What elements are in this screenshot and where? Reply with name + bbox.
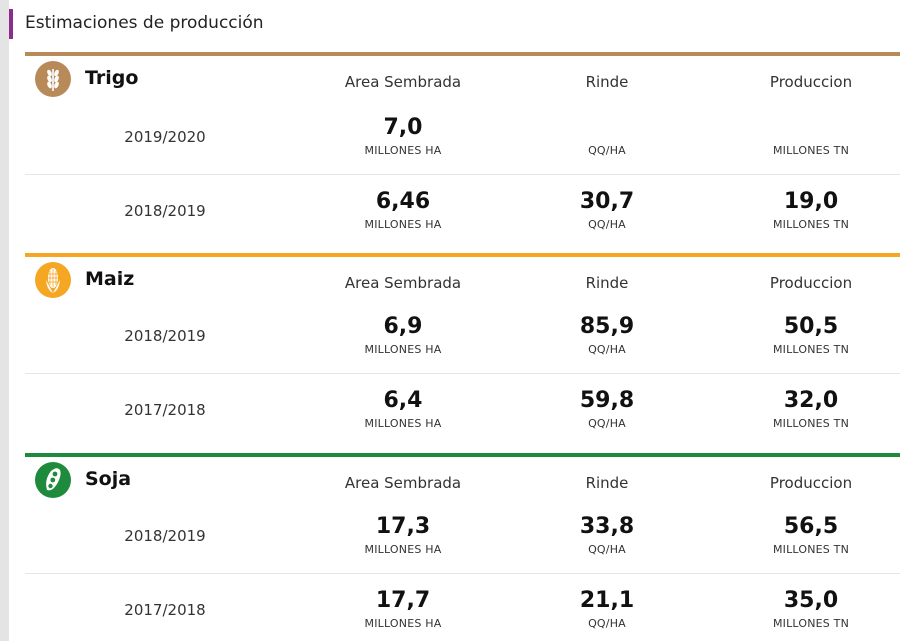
section-accent-line <box>25 253 900 257</box>
rinde-unit: QQ/HA <box>588 543 626 556</box>
area-cell: 17,7 MILLONES HA <box>313 587 493 630</box>
column-header-area: Area Sembrada <box>344 73 462 91</box>
table-row: 2017/2018 6,4 MILLONES HA 59,8 QQ/HA 32,… <box>25 373 900 447</box>
rinde-value: 30,7 <box>579 189 635 214</box>
area-unit: MILLONES HA <box>364 543 442 556</box>
column-header-rinde: Rinde <box>585 274 629 292</box>
area-value: 6,46 <box>375 189 431 214</box>
rinde-unit: QQ/HA <box>588 218 626 231</box>
rinde-value: 21,1 <box>579 588 635 613</box>
produccion-cell: 50,5 MILLONES TN <box>721 313 900 356</box>
section-accent-line <box>25 453 900 457</box>
produccion-value: 19,0 <box>783 189 839 214</box>
season-label: 2018/2019 <box>124 527 206 545</box>
area-value: 17,3 <box>375 514 431 539</box>
rinde-value: 85,9 <box>579 314 635 339</box>
season-label: 2019/2020 <box>124 128 206 146</box>
rinde-value: 33,8 <box>579 514 635 539</box>
produccion-unit: MILLONES TN <box>772 218 850 231</box>
rinde-cell: 85,9 QQ/HA <box>517 313 697 356</box>
area-cell: 7,0 MILLONES HA <box>313 114 493 157</box>
table-row: 2017/2018 17,7 MILLONES HA 21,1 QQ/HA 35… <box>25 573 900 641</box>
season-label: 2017/2018 <box>124 401 206 419</box>
left-gutter <box>0 0 9 641</box>
corn-icon <box>35 262 71 298</box>
area-unit: MILLONES HA <box>364 617 442 630</box>
column-header-rinde: Rinde <box>585 474 629 492</box>
crop-section-soja: Soja Area Sembrada Rinde Produccion 2018… <box>25 453 900 641</box>
column-header-produccion: Produccion <box>769 474 853 492</box>
section-accent-line <box>25 52 900 56</box>
produccion-unit: MILLONES TN <box>772 343 850 356</box>
crop-name: Soja <box>85 468 132 490</box>
rinde-unit: QQ/HA <box>588 617 626 630</box>
rinde-cell: 21,1 QQ/HA <box>517 587 697 630</box>
area-value: 7,0 <box>383 115 423 140</box>
produccion-cell: 56,5 MILLONES TN <box>721 513 900 556</box>
produccion-cell: 35,0 MILLONES TN <box>721 587 900 630</box>
produccion-unit: MILLONES TN <box>772 617 850 630</box>
produccion-unit: MILLONES TN <box>772 543 850 556</box>
area-cell: 6,46 MILLONES HA <box>313 188 493 231</box>
produccion-cell: 32,0 MILLONES TN <box>721 387 900 430</box>
area-unit: MILLONES HA <box>364 218 442 231</box>
table-row: 2018/2019 17,3 MILLONES HA 33,8 QQ/HA 56… <box>25 499 900 573</box>
produccion-value: 35,0 <box>783 588 839 613</box>
produccion-unit: MILLONES TN <box>772 417 850 430</box>
season-label: 2017/2018 <box>124 601 206 619</box>
area-cell: 17,3 MILLONES HA <box>313 513 493 556</box>
table-row: 2018/2019 6,46 MILLONES HA 30,7 QQ/HA 19… <box>25 174 900 248</box>
crop-section-trigo: Trigo Area Sembrada Rinde Produccion 201… <box>25 52 900 254</box>
rinde-cell: 59,8 QQ/HA <box>517 387 697 430</box>
table-row: 2018/2019 6,9 MILLONES HA 85,9 QQ/HA 50,… <box>25 299 900 373</box>
column-header-produccion: Produccion <box>769 274 853 292</box>
wheat-icon <box>35 61 71 97</box>
area-unit: MILLONES HA <box>364 144 442 157</box>
column-header-rinde: Rinde <box>585 73 629 91</box>
row-divider <box>25 174 900 175</box>
area-cell: 6,4 MILLONES HA <box>313 387 493 430</box>
column-header-area: Area Sembrada <box>344 474 462 492</box>
rinde-value: 59,8 <box>579 388 635 413</box>
crop-section-maiz: Maiz Area Sembrada Rinde Produccion 2018… <box>25 253 900 453</box>
panel-header: Estimaciones de producción <box>9 6 900 40</box>
rinde-unit: QQ/HA <box>588 417 626 430</box>
row-divider <box>25 373 900 374</box>
column-header-area: Area Sembrada <box>344 274 462 292</box>
crop-name: Maiz <box>85 268 135 290</box>
produccion-unit: MILLONES TN <box>772 144 850 157</box>
season-label: 2018/2019 <box>124 202 206 220</box>
header-accent-bar <box>9 9 13 39</box>
produccion-value <box>721 114 900 142</box>
produccion-cell: MILLONES TN <box>721 114 900 157</box>
soy-pod-icon <box>35 462 71 498</box>
column-header-produccion: Produccion <box>769 73 853 91</box>
area-unit: MILLONES HA <box>364 417 442 430</box>
table-row: 2019/2020 7,0 MILLONES HA QQ/HA MILLONES… <box>25 100 900 174</box>
produccion-value: 56,5 <box>783 514 839 539</box>
crop-name: Trigo <box>85 67 139 89</box>
rinde-cell: QQ/HA <box>517 114 697 157</box>
rinde-unit: QQ/HA <box>588 144 626 157</box>
area-value: 6,4 <box>383 388 423 413</box>
produccion-value: 50,5 <box>783 314 839 339</box>
rinde-unit: QQ/HA <box>588 343 626 356</box>
page-title: Estimaciones de producción <box>25 13 264 33</box>
produccion-value: 32,0 <box>783 388 839 413</box>
area-unit: MILLONES HA <box>364 343 442 356</box>
rinde-value <box>517 114 697 142</box>
area-cell: 6,9 MILLONES HA <box>313 313 493 356</box>
row-divider <box>25 573 900 574</box>
area-value: 17,7 <box>375 588 431 613</box>
rinde-cell: 33,8 QQ/HA <box>517 513 697 556</box>
area-value: 6,9 <box>383 314 423 339</box>
rinde-cell: 30,7 QQ/HA <box>517 188 697 231</box>
season-label: 2018/2019 <box>124 327 206 345</box>
production-panel: Estimaciones de producción Trigo Area Se… <box>9 0 900 641</box>
produccion-cell: 19,0 MILLONES TN <box>721 188 900 231</box>
